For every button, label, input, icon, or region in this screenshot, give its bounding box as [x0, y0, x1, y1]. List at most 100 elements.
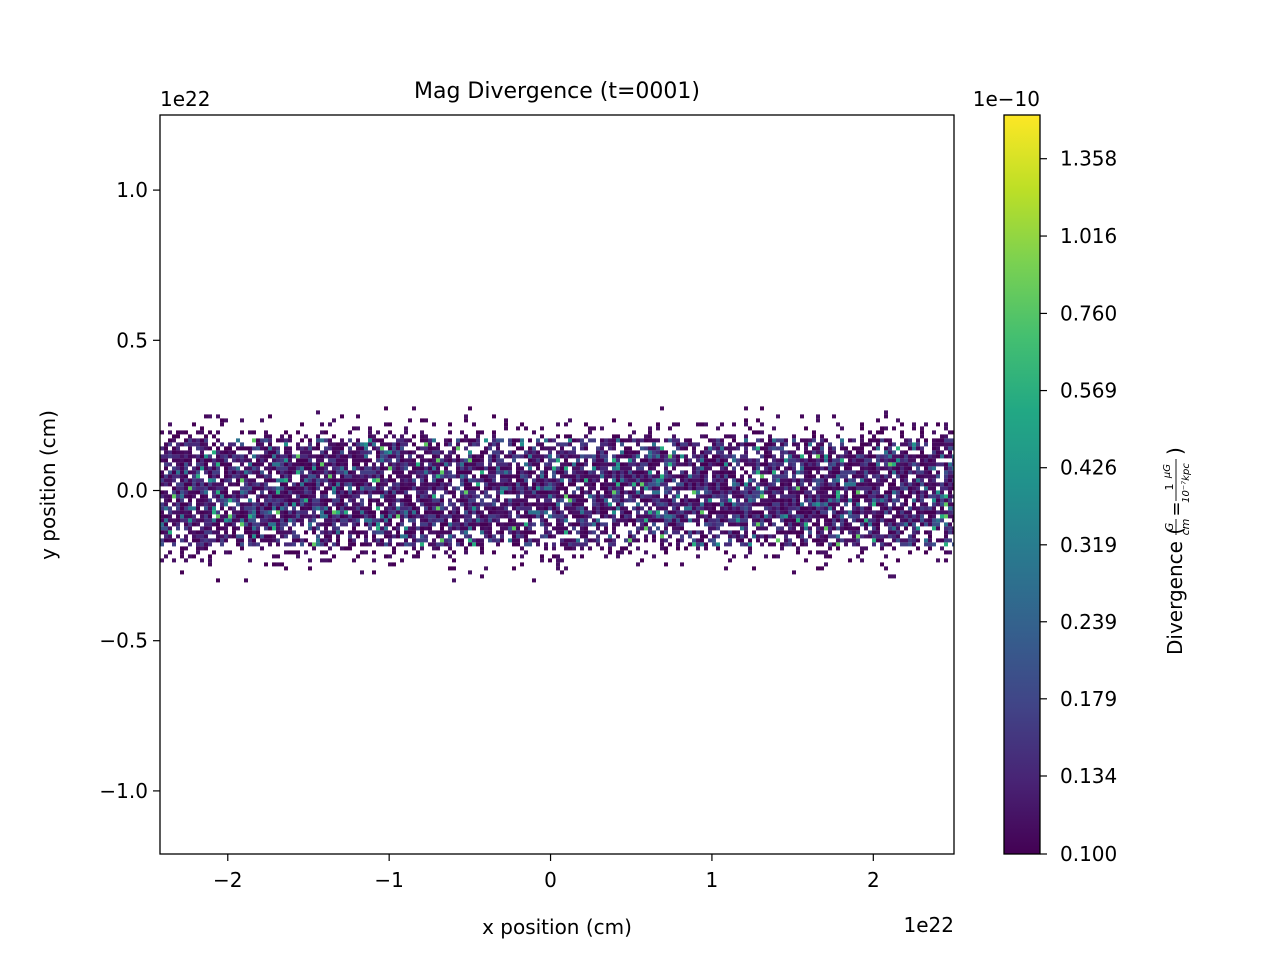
heatmap-cell [232, 494, 236, 499]
heatmap-cell [704, 474, 708, 479]
heatmap-cell [268, 514, 272, 519]
heatmap-cell [216, 522, 220, 527]
heatmap-cell [364, 530, 368, 535]
heatmap-cell [716, 522, 720, 527]
heatmap-cell [312, 494, 316, 499]
heatmap-cell [784, 486, 788, 491]
heatmap-cell [708, 490, 712, 495]
heatmap-cell [864, 522, 868, 527]
heatmap-cell [448, 538, 452, 543]
heatmap-cell [784, 498, 788, 503]
heatmap-cell [824, 514, 828, 519]
heatmap-cell [236, 542, 240, 547]
heatmap-cell [372, 498, 376, 503]
heatmap-cell [884, 410, 888, 415]
heatmap-cell [472, 466, 476, 471]
heatmap-cell [336, 506, 340, 511]
heatmap-cell [820, 478, 824, 483]
heatmap-cell [688, 458, 692, 463]
heatmap-cell [824, 458, 828, 463]
heatmap-cell [832, 450, 836, 455]
heatmap-cell [664, 486, 668, 491]
heatmap-cell [164, 502, 168, 507]
heatmap-cell [568, 510, 572, 515]
heatmap-cell [264, 502, 268, 507]
heatmap-cell [596, 462, 600, 467]
heatmap-cell [808, 450, 812, 455]
heatmap-cell [460, 498, 464, 503]
heatmap-cell [340, 482, 344, 487]
heatmap-cell [712, 454, 716, 459]
heatmap-cell [848, 558, 852, 563]
heatmap-cell [828, 446, 832, 451]
heatmap-cell [748, 546, 752, 551]
heatmap-cell [804, 542, 808, 547]
heatmap-cell [160, 506, 164, 511]
heatmap-cell [848, 438, 852, 443]
heatmap-cell [416, 526, 420, 531]
heatmap-cell [328, 518, 332, 523]
heatmap-cell [360, 506, 364, 511]
heatmap-cell [880, 426, 884, 431]
heatmap-cell [636, 562, 640, 567]
heatmap-cell [860, 510, 864, 515]
heatmap-cell [336, 442, 340, 447]
heatmap-cell [664, 450, 668, 455]
heatmap-cell [488, 518, 492, 523]
heatmap-cell [628, 514, 632, 519]
heatmap-cell [312, 502, 316, 507]
heatmap-cell [568, 522, 572, 527]
heatmap-cell [876, 470, 880, 475]
heatmap-cell [176, 482, 180, 487]
heatmap-cell [912, 478, 916, 483]
heatmap-cell [248, 526, 252, 531]
heatmap-cell [448, 430, 452, 435]
heatmap-cell [812, 438, 816, 443]
heatmap-cell [464, 510, 468, 515]
heatmap-cell [732, 554, 736, 559]
heatmap-cell [924, 490, 928, 495]
heatmap-cell [384, 450, 388, 455]
heatmap-cell [232, 474, 236, 479]
heatmap-cell [384, 522, 388, 527]
heatmap-cell [420, 530, 424, 535]
heatmap-cell [260, 446, 264, 451]
heatmap-cell [340, 546, 344, 551]
heatmap-cell [712, 458, 716, 463]
heatmap-cell [524, 522, 528, 527]
heatmap-cell [612, 526, 616, 531]
heatmap-cell [440, 474, 444, 479]
heatmap-cell [280, 562, 284, 567]
heatmap-cell [896, 474, 900, 479]
heatmap-cell [752, 458, 756, 463]
heatmap-cell [536, 494, 540, 499]
heatmap-cell [744, 486, 748, 491]
heatmap-cell [944, 530, 948, 535]
heatmap-cell [508, 450, 512, 455]
heatmap-cell [916, 498, 920, 503]
heatmap-cell [620, 478, 624, 483]
heatmap-cell [508, 478, 512, 483]
heatmap-cell [868, 458, 872, 463]
heatmap-cell [296, 486, 300, 491]
heatmap-cell [468, 498, 472, 503]
heatmap-cell [208, 502, 212, 507]
heatmap-cell [232, 490, 236, 495]
heatmap-cell [708, 482, 712, 487]
heatmap-cell [860, 442, 864, 447]
heatmap-cell [176, 498, 180, 503]
heatmap-cell [204, 434, 208, 439]
heatmap-cell [248, 542, 252, 547]
heatmap-cell [696, 494, 700, 499]
heatmap-cell [860, 522, 864, 527]
heatmap-cell [176, 450, 180, 455]
heatmap-cell [564, 526, 568, 531]
heatmap-cell [564, 542, 568, 547]
heatmap-cell [712, 538, 716, 543]
heatmap-cell [604, 514, 608, 519]
heatmap-cell [344, 506, 348, 511]
heatmap-cell [396, 466, 400, 471]
heatmap-cell [840, 538, 844, 543]
heatmap-cell [656, 506, 660, 511]
heatmap-cell [528, 494, 532, 499]
